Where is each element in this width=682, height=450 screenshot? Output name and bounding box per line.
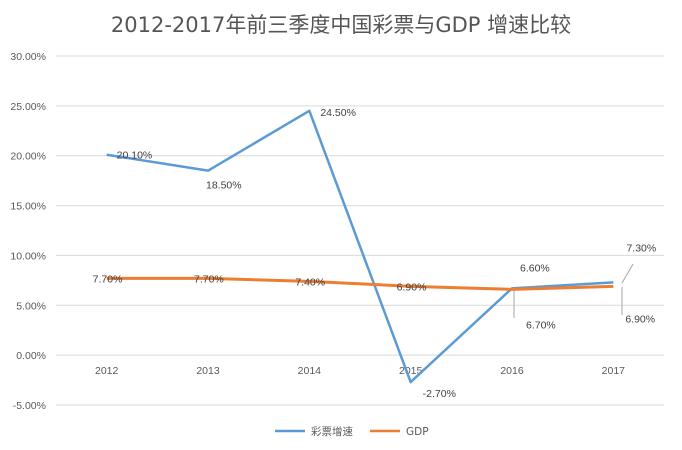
y-axis-ticks: -5.00% 0.00% 5.00% 10.00% 15.00% 20.00% 25.00%… bbox=[10, 51, 46, 412]
gdp-data-label: 7.40% bbox=[295, 276, 325, 288]
x-tick-label: 2012 bbox=[95, 365, 119, 377]
legend-label-lottery: 彩票增速 bbox=[311, 425, 353, 438]
legend-label-gdp: GDP bbox=[406, 426, 429, 438]
y-tick-label: 10.00% bbox=[10, 250, 46, 262]
label-leader-lines bbox=[513, 263, 634, 318]
lottery-data-label: 7.30% bbox=[626, 242, 656, 254]
x-tick-label: 2013 bbox=[196, 365, 220, 377]
lottery-data-label: 24.50% bbox=[320, 107, 356, 119]
x-tick-label: 2014 bbox=[298, 365, 322, 377]
y-tick-label: 30.00% bbox=[10, 51, 46, 63]
x-tick-label: 2016 bbox=[500, 365, 524, 377]
lottery-data-label: 18.50% bbox=[206, 180, 242, 192]
series-line-gdp bbox=[106, 276, 614, 291]
gdp-data-label: 7.70% bbox=[93, 273, 123, 285]
lottery-data-label: 20.10% bbox=[117, 150, 153, 162]
x-axis-ticks: 2012 2013 2014 2015 2016 2017 bbox=[95, 365, 625, 377]
gdp-data-label: 7.70% bbox=[194, 273, 224, 285]
y-tick-label: 0.00% bbox=[16, 350, 46, 362]
legend: 彩票增速 GDP bbox=[275, 425, 429, 438]
x-tick-label: 2017 bbox=[602, 365, 626, 377]
y-tick-label: 15.00% bbox=[10, 201, 46, 213]
gridlines bbox=[56, 55, 664, 406]
gdp-data-label: 6.60% bbox=[520, 262, 550, 274]
y-tick-label: -5.00% bbox=[13, 400, 46, 412]
gdp-data-label: 6.90% bbox=[625, 313, 655, 325]
chart-title: 2012-2017年前三季度中国彩票与GDP 增速比较 bbox=[111, 13, 571, 37]
y-tick-label: 25.00% bbox=[10, 101, 46, 113]
lottery-data-label: -2.70% bbox=[423, 388, 456, 400]
gdp-data-label: 6.90% bbox=[397, 281, 427, 293]
y-tick-label: 5.00% bbox=[16, 300, 46, 312]
lottery-data-label: 6.70% bbox=[526, 319, 556, 331]
data-labels: 20.10% 18.50% 24.50% -2.70% 6.70% 7.30% 7.70% 7… bbox=[93, 107, 657, 400]
label-leader-line bbox=[621, 263, 634, 284]
y-tick-label: 20.00% bbox=[10, 151, 46, 163]
series-lines bbox=[106, 109, 614, 384]
